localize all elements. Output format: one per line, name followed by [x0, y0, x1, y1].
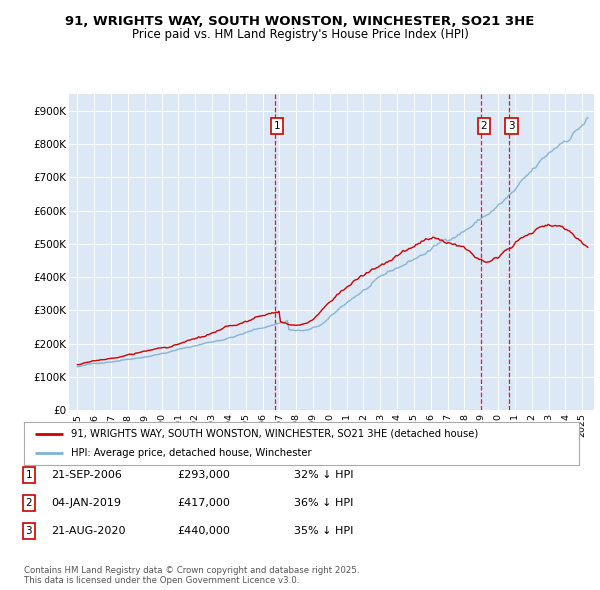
Text: Contains HM Land Registry data © Crown copyright and database right 2025.
This d: Contains HM Land Registry data © Crown c… [24, 566, 359, 585]
Text: 3: 3 [508, 121, 515, 131]
Text: £417,000: £417,000 [177, 498, 230, 507]
Text: £440,000: £440,000 [177, 526, 230, 536]
Text: 1: 1 [274, 121, 281, 131]
Text: £293,000: £293,000 [177, 470, 230, 480]
Text: 21-AUG-2020: 21-AUG-2020 [51, 526, 125, 536]
Text: 3: 3 [25, 526, 32, 536]
Text: 91, WRIGHTS WAY, SOUTH WONSTON, WINCHESTER, SO21 3HE (detached house): 91, WRIGHTS WAY, SOUTH WONSTON, WINCHEST… [71, 429, 478, 439]
Text: 32% ↓ HPI: 32% ↓ HPI [294, 470, 353, 480]
Text: 21-SEP-2006: 21-SEP-2006 [51, 470, 122, 480]
Text: 04-JAN-2019: 04-JAN-2019 [51, 498, 121, 507]
Text: 2: 2 [481, 121, 487, 131]
Text: Price paid vs. HM Land Registry's House Price Index (HPI): Price paid vs. HM Land Registry's House … [131, 28, 469, 41]
Text: HPI: Average price, detached house, Winchester: HPI: Average price, detached house, Winc… [71, 448, 312, 458]
Text: 1: 1 [25, 470, 32, 480]
Text: 2: 2 [25, 498, 32, 507]
Text: 35% ↓ HPI: 35% ↓ HPI [294, 526, 353, 536]
Text: 91, WRIGHTS WAY, SOUTH WONSTON, WINCHESTER, SO21 3HE: 91, WRIGHTS WAY, SOUTH WONSTON, WINCHEST… [65, 15, 535, 28]
Text: 36% ↓ HPI: 36% ↓ HPI [294, 498, 353, 507]
